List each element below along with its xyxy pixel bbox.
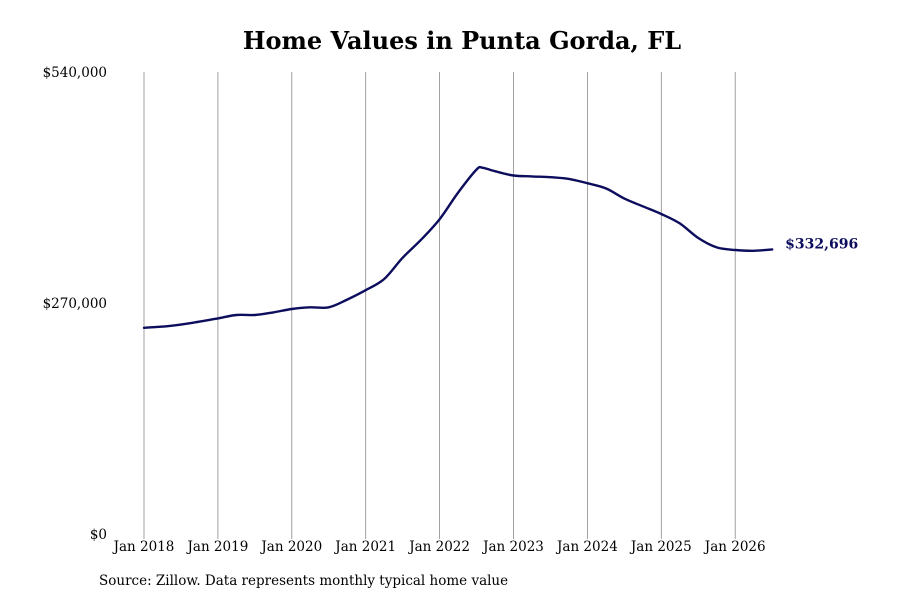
y-tick-label: $270,000 [43,296,107,312]
x-tick-label: Jan 2020 [259,539,322,555]
end-value-label: $332,696 [785,236,858,252]
x-tick-label: Jan 2019 [185,539,248,555]
source-note: Source: Zillow. Data represents monthly … [99,573,509,589]
y-tick-label: $540,000 [43,65,107,81]
x-tick-label: Jan 2021 [333,539,396,555]
y-tick-label: $0 [90,527,107,543]
x-tick-label: Jan 2018 [112,539,175,555]
x-tick-label: Jan 2023 [481,539,544,555]
chart-title: Home Values in Punta Gorda, FL [242,26,682,55]
x-tick-label: Jan 2025 [629,539,692,555]
series-line [142,165,774,329]
x-tick-label: Jan 2026 [703,539,766,555]
x-tick-label: Jan 2022 [407,539,470,555]
x-tick-label: Jan 2024 [555,539,618,555]
